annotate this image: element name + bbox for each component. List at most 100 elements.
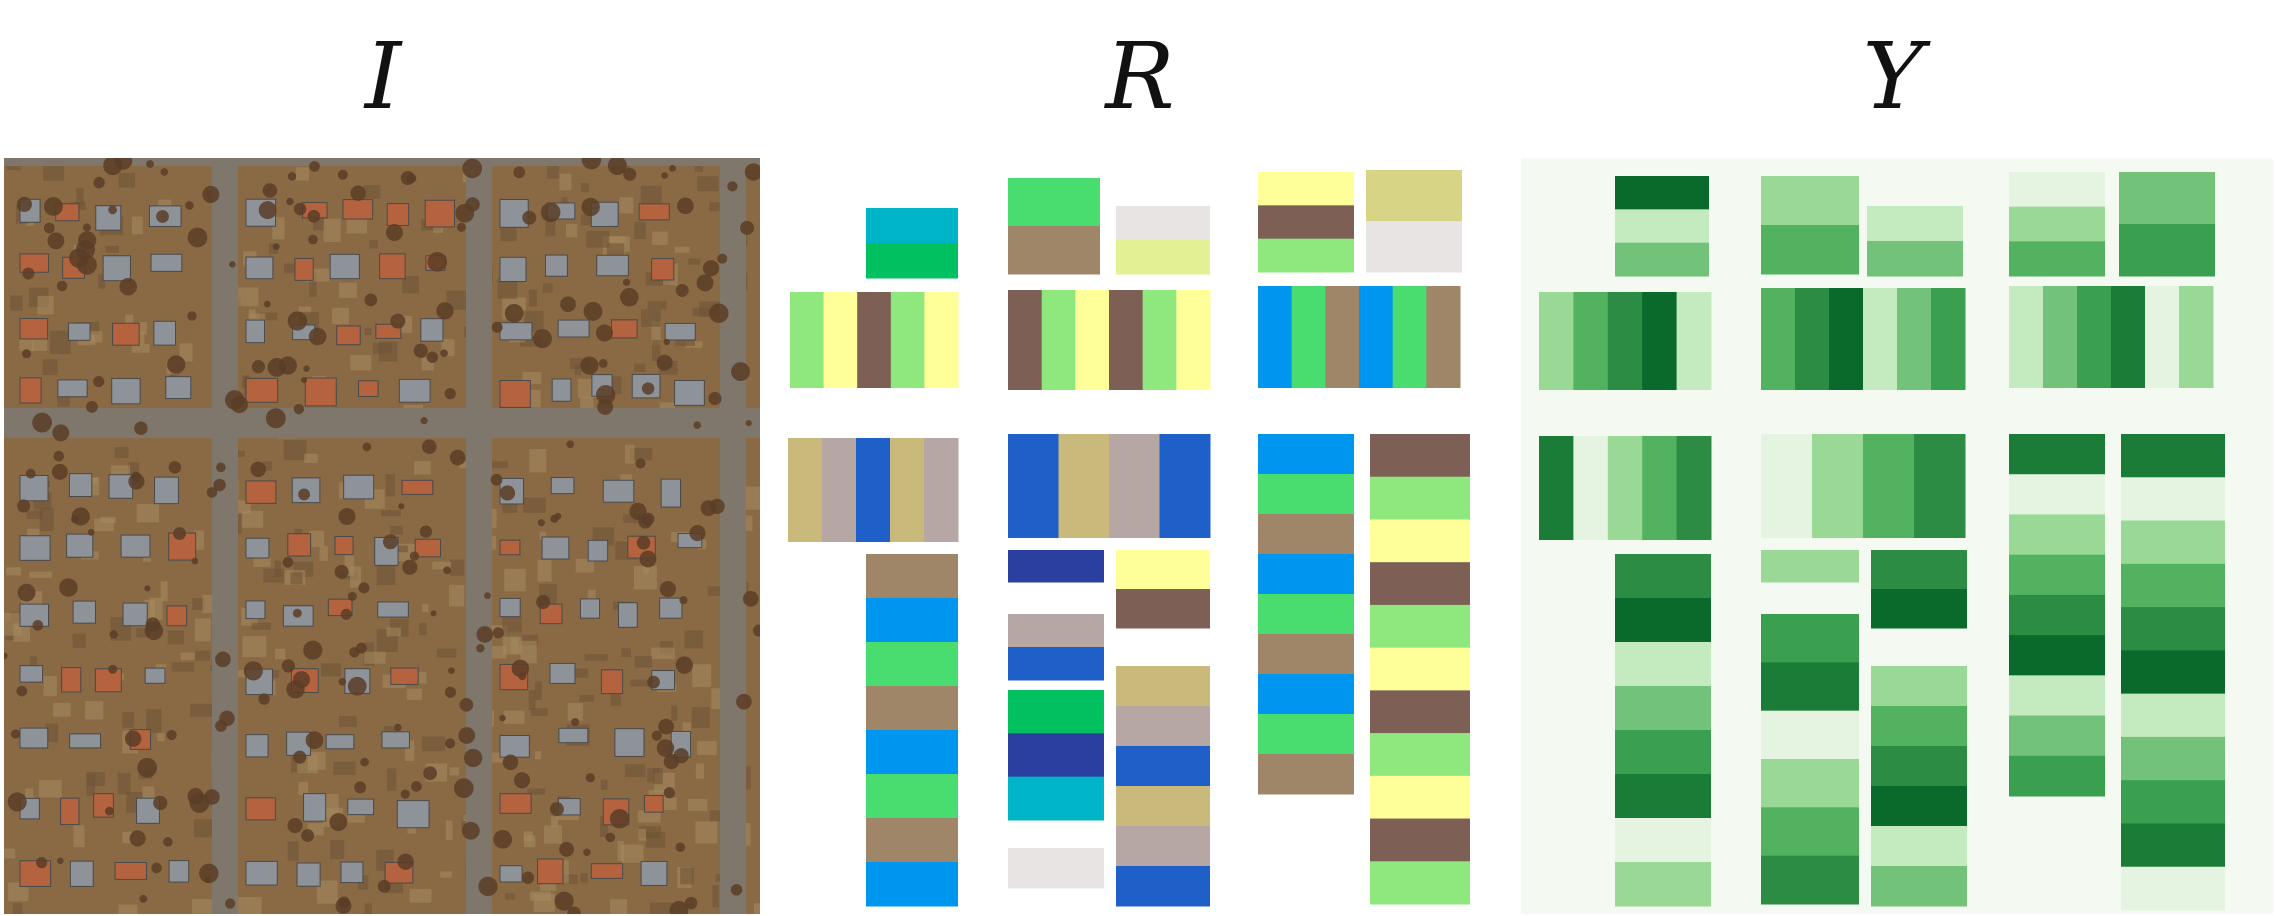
parcel-segment <box>1291 286 1326 388</box>
house-roof <box>144 667 166 684</box>
tree <box>337 169 348 180</box>
ground-patch <box>344 555 355 576</box>
parcel-segment <box>1359 286 1394 388</box>
ground-patch <box>566 668 589 678</box>
ground-patch <box>192 899 215 914</box>
ground-patch <box>542 283 553 293</box>
greenness-segment <box>1615 642 1711 687</box>
parcel-segment <box>1116 786 1210 827</box>
tree <box>453 778 474 799</box>
house-roof <box>379 253 406 280</box>
tree <box>139 894 148 903</box>
house-roof <box>660 478 682 508</box>
ground-patch <box>523 497 546 513</box>
greenness-segment <box>2121 866 2225 911</box>
greenness-segment <box>2009 172 2105 208</box>
road <box>4 158 760 166</box>
ground-patch <box>504 568 526 592</box>
tree <box>581 158 602 170</box>
house-roof <box>390 667 419 685</box>
parcel-segment <box>1258 754 1354 795</box>
ground-patch <box>624 764 646 778</box>
parcel-segment <box>1258 286 1293 388</box>
tree <box>430 610 437 617</box>
greenness-segment <box>1615 774 1711 819</box>
ground-patch <box>122 712 135 728</box>
ground-patch <box>42 359 58 375</box>
tree <box>287 172 297 181</box>
parcel-segment <box>1370 519 1470 563</box>
tree <box>708 391 722 406</box>
tree <box>411 781 422 792</box>
ground-patch <box>295 167 310 181</box>
tree <box>623 167 637 181</box>
ground-patch <box>402 275 419 294</box>
ground-patch <box>118 904 138 914</box>
ground-patch <box>539 531 547 540</box>
tree <box>364 293 378 307</box>
tree <box>511 659 530 678</box>
tree <box>32 412 53 433</box>
house-roof <box>558 727 589 744</box>
tree <box>338 678 347 686</box>
greenness-segment <box>1761 550 1859 583</box>
greenness-segment <box>1761 662 1859 712</box>
parcel-segment <box>1392 286 1427 388</box>
greenness-segment <box>2179 286 2214 388</box>
ground-patch <box>569 358 591 370</box>
ground-patch <box>242 510 264 528</box>
ground-patch <box>580 873 588 883</box>
ground-patch <box>146 709 162 733</box>
tree <box>7 792 27 812</box>
greenness-segment <box>1761 225 1859 275</box>
tree <box>308 327 327 346</box>
tree <box>25 468 36 479</box>
ground-patch <box>10 295 23 311</box>
house-roof <box>120 534 151 558</box>
tree <box>191 557 199 565</box>
greenness-segment <box>2009 514 2105 556</box>
ground-patch <box>436 648 457 658</box>
ground-patch <box>537 559 552 582</box>
tree <box>187 227 208 248</box>
tree <box>308 234 318 245</box>
ground-patch <box>650 902 674 914</box>
house-roof <box>386 203 410 226</box>
ground-patch <box>600 779 608 790</box>
ground-patch <box>45 723 59 743</box>
ground-patch <box>339 282 357 298</box>
ground-patch <box>697 741 717 755</box>
ground-patch <box>330 840 345 860</box>
tree <box>131 471 141 482</box>
tree <box>53 450 65 462</box>
ground-patch <box>372 342 392 354</box>
parcel-segment <box>1008 848 1104 889</box>
greenness-segment <box>2111 286 2146 388</box>
tree <box>461 821 480 840</box>
ground-patch <box>39 507 54 532</box>
parcel-segment <box>866 642 958 687</box>
parcel-segment <box>790 292 825 388</box>
ground-patch <box>695 821 718 844</box>
tree <box>402 559 418 575</box>
ground-patch <box>298 781 309 796</box>
ground-patch <box>73 825 85 848</box>
greenness-segment <box>1761 434 1813 538</box>
tree <box>390 313 406 329</box>
parcel-segment <box>866 686 958 731</box>
parcel-segment <box>823 292 858 388</box>
ground-patch <box>651 321 661 345</box>
greenness-segment <box>2119 224 2215 277</box>
tree <box>583 848 591 857</box>
greenness-segment <box>1615 176 1709 210</box>
house-roof <box>19 318 49 340</box>
parcel-segment <box>1116 589 1210 629</box>
ground-patch <box>339 716 357 727</box>
greenness-segment <box>1615 554 1711 599</box>
tree <box>636 535 651 550</box>
greenness-segment <box>2121 520 2225 565</box>
ground-patch <box>745 486 760 510</box>
tree <box>56 857 64 865</box>
tree <box>119 277 138 296</box>
ground-patch <box>630 679 652 687</box>
